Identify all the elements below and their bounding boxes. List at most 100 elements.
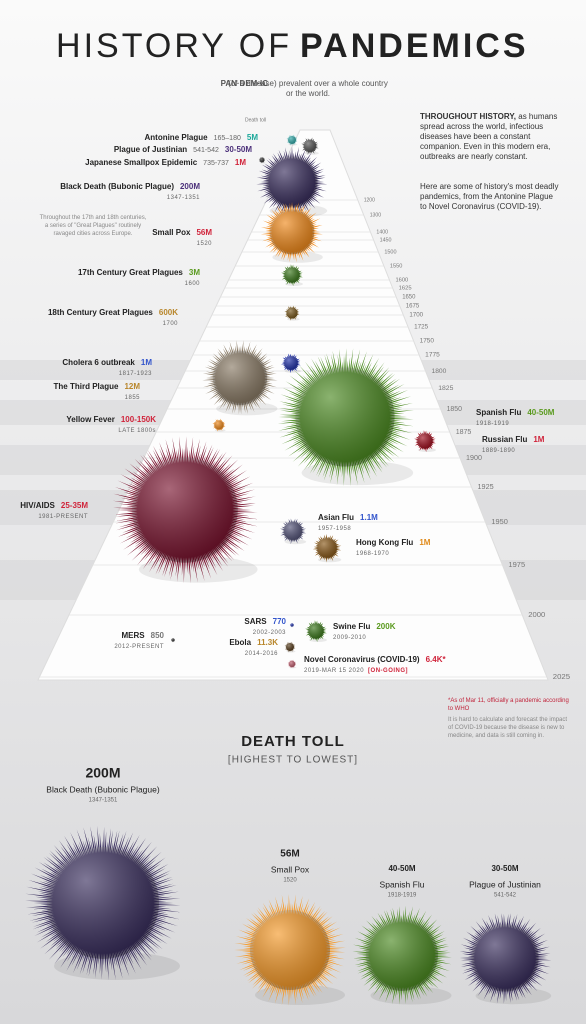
year-label: 1950 bbox=[491, 517, 507, 526]
dates: 1347-1351 bbox=[167, 195, 200, 201]
pandemic-dates: 541-542 bbox=[193, 147, 219, 154]
dates: 1817-1923 bbox=[119, 371, 152, 377]
pandemic-name: Asian Flu bbox=[318, 513, 354, 522]
pandemic-toll: 30-50M bbox=[225, 145, 252, 154]
ranking-toll: 30-50M bbox=[491, 864, 518, 873]
pandemic-name: The Third Plague bbox=[54, 382, 119, 391]
year-label: 1625 bbox=[399, 286, 412, 292]
pandemic-name: HIV/AIDS bbox=[20, 501, 55, 510]
pandemic-dates: 1855 bbox=[125, 395, 141, 401]
bubble-shade bbox=[366, 919, 438, 991]
bubble-shade bbox=[290, 623, 294, 627]
bubble-shade bbox=[171, 638, 175, 642]
pandemic-label: Swine Flu 200K bbox=[333, 622, 396, 631]
year-label: 1825 bbox=[438, 385, 453, 392]
pandemic-dates: 1700 bbox=[163, 321, 179, 327]
death-toll-label: Death toll bbox=[245, 117, 266, 123]
bubble-shadow bbox=[284, 539, 307, 545]
pandemic-name: 17th Century Great Plagues bbox=[78, 268, 183, 277]
year-label: 1550 bbox=[390, 263, 402, 269]
pandemic-dates: LATE 1800s bbox=[118, 428, 156, 434]
pandemic-dates: 1520 bbox=[197, 241, 213, 247]
pandemic-dates: 1918-1919 bbox=[476, 421, 509, 427]
year-label: 1775 bbox=[425, 352, 440, 359]
pandemic-name: Small Pox bbox=[152, 228, 191, 237]
intro-text: as humans spread across the world, infec… bbox=[420, 112, 558, 161]
pandemic-dates: 2019-MAR 15 2020 [ON-GOING] bbox=[304, 668, 408, 674]
dates: 1981-PRESENT bbox=[38, 514, 88, 520]
ranking-toll: 200M bbox=[85, 765, 120, 781]
pandemic-dates: 735-737 bbox=[203, 160, 229, 167]
pandemic-label: Cholera 6 outbreak 1M bbox=[62, 358, 152, 367]
pandemic-toll: 3M bbox=[189, 268, 200, 277]
bubble-shade bbox=[308, 623, 324, 639]
pandemic-dates: 1347-1351 bbox=[167, 195, 200, 201]
bubble-shade bbox=[316, 537, 338, 559]
pandemic-label: Asian Flu 1.1M bbox=[318, 513, 378, 522]
pandemic-name: Yellow Fever bbox=[66, 415, 114, 424]
pandemic-toll: 770 bbox=[273, 617, 287, 626]
pandemic-toll: 200K bbox=[376, 622, 395, 631]
pandemics: Antonine Plague 165–180 5M Plague of Justin… bbox=[20, 133, 555, 1006]
bubble-shadow bbox=[255, 985, 345, 1005]
year-label: 1675 bbox=[406, 303, 420, 310]
ranking-name: Small Pox bbox=[271, 864, 310, 874]
pandemic-label: 18th Century Great Plagues 600K bbox=[48, 308, 178, 317]
pandemic-name: Plague of Justinian bbox=[114, 145, 187, 154]
pandemic-dates: 2002-2003 bbox=[253, 630, 286, 636]
pandemic-label: Novel Coronavirus (COVID-19) 6.4K* bbox=[304, 655, 446, 664]
bubble-shade bbox=[266, 156, 318, 208]
pandemic-name: Hong Kong Flu bbox=[356, 538, 413, 547]
ranking-dates: 1347-1351 bbox=[89, 798, 118, 804]
bubble-shade bbox=[212, 350, 268, 406]
year-label: 1450 bbox=[380, 237, 392, 243]
year-label: 1500 bbox=[384, 249, 396, 255]
pandemic-name: Swine Flu bbox=[333, 622, 370, 631]
year-label: 1925 bbox=[478, 482, 494, 491]
pandemic-label: Japanese Smallpox Epidemic 735-737 1M bbox=[85, 158, 246, 167]
dates: 2012-PRESENT bbox=[114, 644, 164, 650]
pandemic-label: HIV/AIDS 25-35M bbox=[20, 501, 88, 510]
pandemic-label: Small Pox 56M bbox=[152, 228, 212, 237]
pandemic-label: Antonine Plague 165–180 5M bbox=[144, 133, 258, 142]
footnote-asterisk: *As of Mar 11, officially a pandemic acc… bbox=[448, 698, 569, 712]
year-label: 1600 bbox=[395, 278, 408, 284]
title-bold: PANDEMICS bbox=[300, 27, 529, 65]
bubble-shadow bbox=[317, 557, 342, 563]
ranking-toll: 40-50M bbox=[388, 864, 415, 873]
ranking-name: Plague of Justinian bbox=[469, 879, 541, 889]
bubble-shade bbox=[288, 136, 296, 144]
bubble-shade bbox=[471, 924, 539, 992]
ranking-toll: 56M bbox=[280, 849, 299, 860]
dates: LATE 1800s bbox=[118, 428, 156, 434]
pandemic-toll: 1.1M bbox=[360, 513, 378, 522]
pandemic-label: Yellow Fever 100-150K bbox=[66, 415, 156, 424]
ranking-name: Spanish Flu bbox=[380, 879, 425, 889]
pandemic-label: Black Death (Bubonic Plague) 200M bbox=[60, 182, 200, 191]
year-label: 1875 bbox=[456, 429, 472, 436]
pandemic-dates: 1957-1958 bbox=[318, 526, 351, 532]
bubble-shade bbox=[283, 355, 299, 371]
pandemic-label: Hong Kong Flu 1M bbox=[356, 538, 431, 547]
pandemic-label: MERS 850 bbox=[122, 631, 165, 640]
bubble-shade bbox=[132, 457, 238, 563]
pandemic-toll: 600K bbox=[159, 308, 178, 317]
dates: 1700 bbox=[163, 321, 179, 327]
dates: 2002-2003 bbox=[253, 630, 286, 636]
dates: 1520 bbox=[197, 241, 213, 247]
pandemic-status: [ON-GOING] bbox=[368, 668, 408, 674]
pandemic-dates: 1817-1923 bbox=[119, 371, 152, 377]
dates: 1957-1958 bbox=[318, 526, 351, 532]
pandemic-label: Ebola 11.3K bbox=[229, 638, 278, 647]
pandemic-name: Cholera 6 outbreak bbox=[62, 358, 135, 367]
intro-lead: THROUGHOUT HISTORY, bbox=[420, 112, 517, 121]
dates: 1968-1970 bbox=[356, 551, 389, 557]
ranking-subtitle: [HIGHEST TO LOWEST] bbox=[228, 755, 358, 766]
definition: (of a disease) prevalent over a whole co… bbox=[228, 79, 388, 98]
pandemic-name: Ebola bbox=[229, 638, 251, 647]
pandemic-label: Russian Flu 1M bbox=[482, 435, 545, 444]
dates: 2009-2010 bbox=[333, 635, 366, 641]
bubble-shade bbox=[250, 910, 330, 990]
